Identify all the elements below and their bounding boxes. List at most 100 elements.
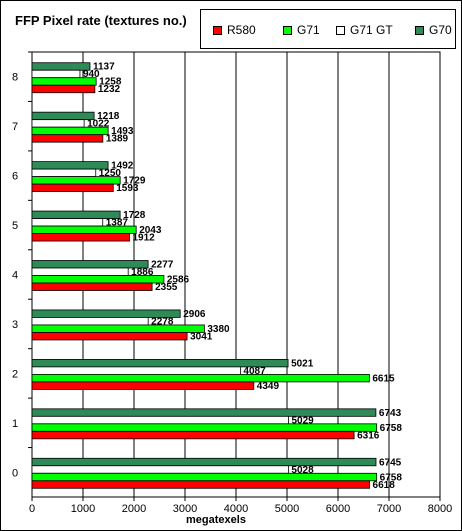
legend-swatch bbox=[336, 25, 345, 35]
legend-swatch bbox=[283, 25, 292, 35]
bar-value-label: 940 bbox=[83, 69, 100, 80]
bar-value-label: 5021 bbox=[291, 358, 314, 369]
y-tick-label: 2 bbox=[12, 368, 18, 380]
bar-value-label: 4087 bbox=[243, 366, 266, 377]
bar bbox=[31, 366, 241, 375]
y-tick-label: 4 bbox=[12, 270, 18, 282]
bar bbox=[31, 415, 289, 425]
bar bbox=[31, 457, 377, 467]
bar-value-label: 3041 bbox=[190, 331, 213, 342]
bar-value-label: 6758 bbox=[380, 423, 403, 434]
bar bbox=[31, 430, 355, 440]
bar bbox=[31, 77, 97, 86]
bar bbox=[31, 119, 85, 128]
bar-value-label: 1492 bbox=[111, 161, 134, 172]
bar bbox=[31, 282, 153, 291]
bar bbox=[31, 275, 165, 284]
bar-value-label: 2586 bbox=[167, 275, 190, 286]
bar-value-label: 1728 bbox=[123, 210, 146, 221]
bar-value-label: 1389 bbox=[106, 134, 129, 145]
bar-value-label: 2043 bbox=[139, 225, 162, 236]
bar-value-label: 1593 bbox=[116, 183, 139, 194]
y-tick-label: 1 bbox=[12, 418, 18, 430]
bar bbox=[31, 317, 149, 326]
legend-swatch bbox=[415, 25, 424, 35]
bar-value-label: 1258 bbox=[99, 77, 122, 88]
x-tick-label: 6000 bbox=[326, 503, 350, 515]
bar bbox=[31, 161, 109, 170]
x-tick-label: 3000 bbox=[173, 503, 197, 515]
bar-value-label: 6745 bbox=[379, 457, 402, 468]
x-tick-label: 0 bbox=[29, 503, 35, 515]
bar-value-label: 2277 bbox=[151, 260, 174, 271]
bar-value-label: 6758 bbox=[380, 472, 403, 483]
bar-value-label: 1232 bbox=[98, 84, 121, 95]
bar-value-label: 2278 bbox=[151, 316, 174, 327]
bar-value-label: 6743 bbox=[379, 408, 402, 419]
bar-value-label: 1729 bbox=[123, 176, 146, 187]
legend-item: G71 bbox=[283, 23, 320, 37]
bar-value-label: 6316 bbox=[357, 430, 380, 441]
legend-label: G71 bbox=[297, 23, 320, 37]
bar bbox=[31, 225, 137, 234]
y-tick-label: 7 bbox=[12, 121, 18, 133]
legend-item: R580 bbox=[213, 23, 256, 37]
bar-value-label: 1912 bbox=[133, 233, 156, 244]
bar bbox=[31, 324, 205, 333]
bar bbox=[31, 69, 81, 79]
bar bbox=[31, 423, 378, 432]
bar-value-label: 1387 bbox=[106, 218, 129, 229]
x-tick-label: 7000 bbox=[377, 503, 401, 515]
x-tick-label: 4000 bbox=[224, 503, 248, 515]
legend-swatch bbox=[213, 25, 222, 35]
bar bbox=[31, 176, 121, 185]
bar-value-label: 4349 bbox=[257, 381, 280, 392]
bar bbox=[31, 381, 255, 390]
bar bbox=[31, 480, 370, 489]
bar bbox=[31, 332, 188, 341]
x-tick-label: 1000 bbox=[71, 503, 95, 515]
bar bbox=[31, 267, 129, 276]
chart-title: FFP Pixel rate (textures no.) bbox=[15, 13, 187, 28]
bar bbox=[31, 472, 378, 482]
bar bbox=[31, 373, 370, 383]
bar bbox=[31, 111, 95, 121]
bar bbox=[31, 62, 91, 71]
bar-value-label: 2355 bbox=[155, 282, 178, 293]
y-tick-label: 0 bbox=[12, 467, 18, 479]
bar bbox=[31, 168, 97, 178]
legend-item: G71 GT bbox=[336, 23, 393, 37]
bar-value-label: 6618 bbox=[373, 480, 396, 491]
bar-value-label: 1218 bbox=[97, 111, 120, 122]
bar bbox=[31, 233, 130, 242]
bar bbox=[31, 183, 114, 193]
bar bbox=[31, 134, 104, 143]
bar bbox=[31, 218, 104, 227]
y-tick-label: 6 bbox=[12, 171, 18, 183]
legend-label: G70 bbox=[429, 23, 452, 37]
chart-legend: R580 G71 G71 GT G70 bbox=[200, 9, 456, 49]
legend-label: G71 GT bbox=[350, 23, 393, 37]
legend-item: G70 bbox=[415, 23, 452, 37]
bar-value-label: 1022 bbox=[87, 119, 110, 130]
bar-value-label: 1250 bbox=[99, 168, 122, 179]
bar-value-label: 3380 bbox=[207, 324, 230, 335]
x-tick-label: 8000 bbox=[428, 503, 452, 515]
bar bbox=[31, 408, 377, 417]
bar-value-label: 5028 bbox=[291, 465, 314, 476]
y-tick-label: 5 bbox=[12, 220, 18, 232]
x-tick-label: 5000 bbox=[275, 503, 299, 515]
y-tick-label: 3 bbox=[12, 319, 18, 331]
legend-label: R580 bbox=[227, 23, 256, 37]
bar-value-label: 1886 bbox=[131, 267, 154, 278]
bar bbox=[31, 126, 109, 136]
bar-value-label: 1493 bbox=[111, 126, 134, 137]
x-axis-title: megatexels bbox=[186, 514, 246, 526]
bar-value-label: 6615 bbox=[372, 373, 395, 384]
bar bbox=[31, 465, 289, 474]
x-tick-label: 2000 bbox=[122, 503, 146, 515]
y-tick-label: 8 bbox=[12, 72, 18, 84]
bar bbox=[31, 84, 96, 94]
bar-value-label: 5029 bbox=[291, 415, 314, 426]
